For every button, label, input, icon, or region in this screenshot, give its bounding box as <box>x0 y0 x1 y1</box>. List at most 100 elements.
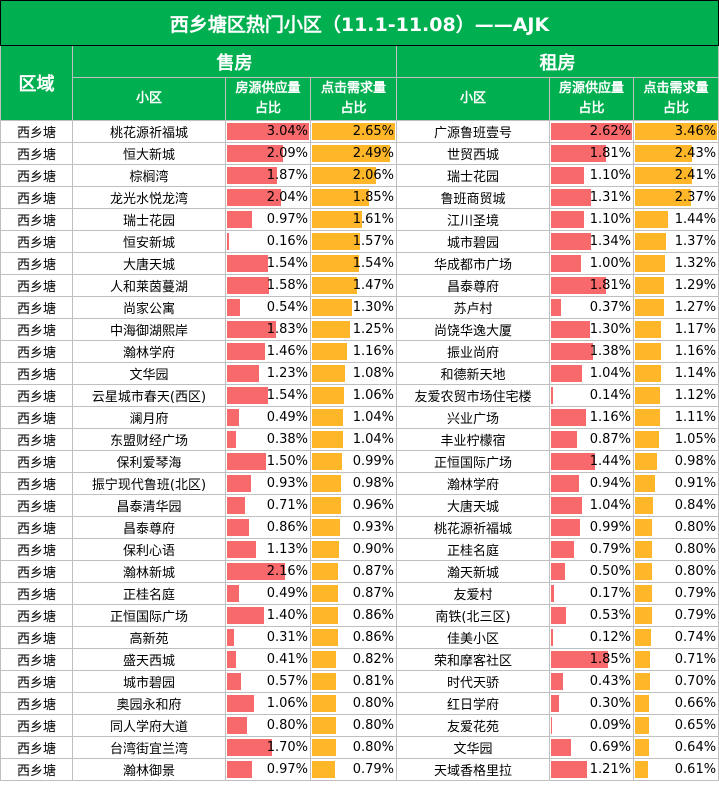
demand-databar <box>635 497 654 514</box>
percent-value: 1.57% <box>352 234 394 249</box>
supply-databar <box>551 189 591 206</box>
area-cell: 西乡塘 <box>0 714 73 737</box>
rent-supply-cell: 1.04% <box>549 362 634 385</box>
area-cell: 西乡塘 <box>0 758 73 781</box>
rent-demand-cell: 2.37% <box>632 186 719 209</box>
table-row: 西乡塘 奥园永和府 1.06% 0.80% 红日学府 0.30% 0.66% <box>0 692 719 715</box>
percent-value: 0.93% <box>266 476 308 491</box>
sale-demand-cell: 1.85% <box>310 186 397 209</box>
supply-databar <box>551 761 588 778</box>
supply-databar <box>227 519 249 536</box>
percent-value: 2.41% <box>674 168 717 183</box>
rent-demand-header-line1: 点击需求量 <box>643 81 709 96</box>
percent-value: 0.37% <box>589 300 631 315</box>
percent-value: 0.49% <box>266 586 308 601</box>
demand-databar <box>312 475 342 492</box>
rent-community-cell: 鲁班商贸城 <box>396 186 550 209</box>
area-cell: 西乡塘 <box>0 472 73 495</box>
area-cell: 西乡塘 <box>0 560 73 583</box>
table-row: 西乡塘 云星城市春天(西区) 1.54% 1.06% 友爱农贸市场住宅楼 0.14% 1.1… <box>0 384 719 407</box>
percent-value: 1.61% <box>352 212 394 227</box>
area-cell: 西乡塘 <box>0 164 73 187</box>
percent-value: 0.80% <box>352 740 394 755</box>
percent-value: 0.71% <box>266 498 308 513</box>
demand-databar <box>312 453 342 470</box>
percent-value: 0.80% <box>266 718 308 733</box>
rent-demand-cell: 0.64% <box>632 736 719 759</box>
table-row: 西乡塘 昌泰清华园 0.71% 0.96% 大唐天城 1.04% 0.84% <box>0 494 719 517</box>
supply-databar <box>551 541 575 558</box>
percent-value: 1.27% <box>674 300 717 315</box>
sale-supply-header: 房源供应量 占比 <box>225 77 311 121</box>
area-header: 区域 <box>0 45 73 121</box>
area-cell: 西乡塘 <box>0 142 73 165</box>
percent-value: 1.50% <box>266 454 308 469</box>
sale-community-cell: 瀚林御景 <box>72 758 226 781</box>
demand-databar <box>312 277 358 294</box>
percent-value: 0.14% <box>589 388 631 403</box>
rent-supply-cell: 0.94% <box>549 472 634 495</box>
rent-demand-cell: 1.14% <box>632 362 719 385</box>
sale-community-cell: 文华园 <box>72 362 226 385</box>
rent-demand-cell: 0.61% <box>632 758 719 781</box>
sale-demand-cell: 2.65% <box>310 120 397 143</box>
percent-value: 1.11% <box>674 410 717 425</box>
rent-community-cell: 瀚林学府 <box>396 472 550 495</box>
rent-community-cell: 桃花源祈福城 <box>396 516 550 539</box>
sale-community-cell: 瑞士花园 <box>72 208 226 231</box>
sale-community-cell: 城市碧园 <box>72 670 226 693</box>
sale-demand-cell: 1.06% <box>310 384 397 407</box>
sale-header: 售房 <box>72 45 397 78</box>
sale-community-cell: 高新苑 <box>72 626 226 649</box>
percent-value: 0.79% <box>352 762 394 777</box>
sale-supply-cell: 0.54% <box>225 296 311 319</box>
area-cell: 西乡塘 <box>0 428 73 451</box>
area-cell: 西乡塘 <box>0 736 73 759</box>
demand-databar <box>312 211 362 228</box>
sale-demand-cell: 2.06% <box>310 164 397 187</box>
supply-databar <box>551 607 566 624</box>
percent-value: 1.81% <box>589 278 631 293</box>
sale-supply-cell: 0.16% <box>225 230 311 253</box>
area-cell: 西乡塘 <box>0 450 73 473</box>
percent-value: 1.44% <box>589 454 631 469</box>
demand-databar <box>312 343 348 360</box>
sale-demand-cell: 0.87% <box>310 582 397 605</box>
sale-supply-cell: 0.57% <box>225 670 311 693</box>
demand-databar <box>635 299 664 316</box>
percent-value: 1.04% <box>352 410 394 425</box>
demand-databar <box>312 695 336 712</box>
sale-demand-cell: 0.80% <box>310 692 397 715</box>
sale-community-cell: 正桂名庭 <box>72 582 226 605</box>
area-cell: 西乡塘 <box>0 538 73 561</box>
demand-databar <box>312 541 339 558</box>
percent-value: 3.46% <box>674 124 717 139</box>
percent-value: 0.74% <box>674 630 717 645</box>
percent-value: 2.62% <box>589 124 631 139</box>
supply-databar <box>551 343 593 360</box>
sale-demand-cell: 0.79% <box>310 758 397 781</box>
supply-databar <box>227 629 234 646</box>
rent-community-cell: 时代天骄 <box>396 670 550 693</box>
table-row: 西乡塘 城市碧园 0.57% 0.81% 时代天骄 0.43% 0.70% <box>0 670 719 693</box>
sale-demand-cell: 0.98% <box>310 472 397 495</box>
supply-databar <box>227 255 268 272</box>
sale-demand-header-line1: 点击需求量 <box>320 81 386 96</box>
percent-value: 0.54% <box>266 300 308 315</box>
percent-value: 0.99% <box>352 454 394 469</box>
percent-value: 1.05% <box>674 432 717 447</box>
percent-value: 1.85% <box>589 652 631 667</box>
supply-databar <box>551 519 581 536</box>
sale-community-cell: 恒安新城 <box>72 230 226 253</box>
percent-value: 0.98% <box>674 454 717 469</box>
table-row: 西乡塘 东盟财经广场 0.38% 1.04% 丰业柠檬宿 0.87% 1.05% <box>0 428 719 451</box>
percent-value: 1.08% <box>352 366 394 381</box>
demand-databar <box>635 695 650 712</box>
supply-databar <box>227 123 309 140</box>
percent-value: 1.54% <box>266 256 308 271</box>
supply-databar <box>551 453 595 470</box>
rent-demand-cell: 0.71% <box>632 648 719 671</box>
rent-demand-cell: 1.37% <box>632 230 719 253</box>
area-cell: 西乡塘 <box>0 582 73 605</box>
